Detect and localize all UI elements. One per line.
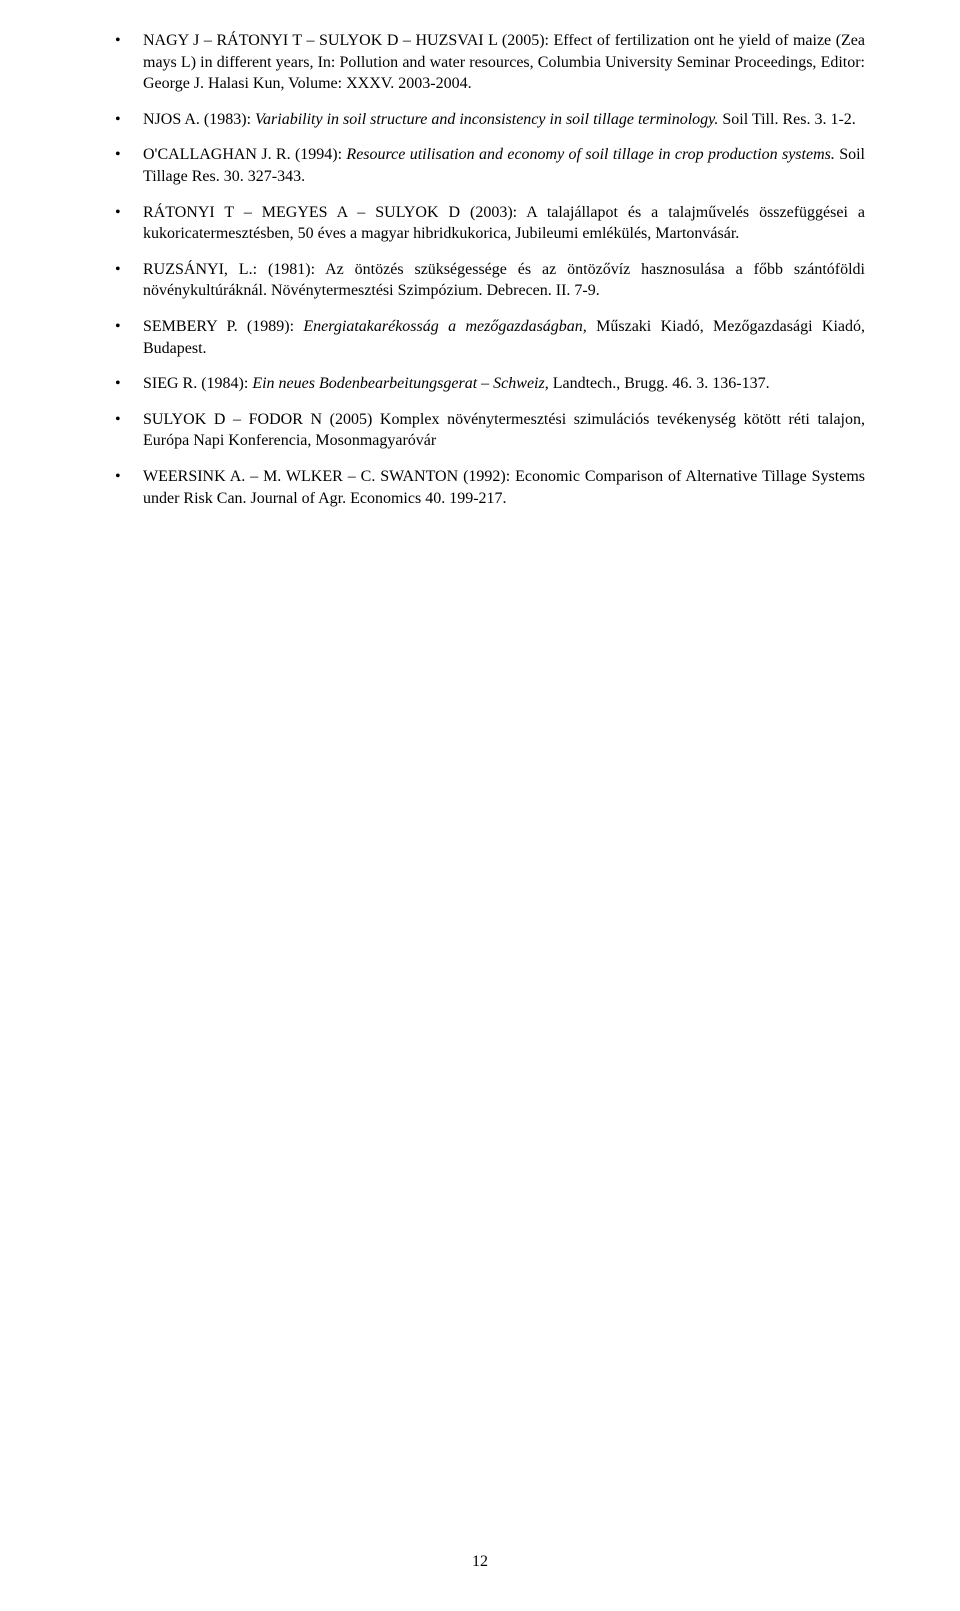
reference-item: SIEG R. (1984): Ein neues Bodenbearbeitu…	[115, 373, 865, 395]
reference-text-segment: Ein neues Bodenbearbeitungsgerat – Schwe…	[252, 375, 544, 392]
reference-text-segment: RUZSÁNYI, L.: (1981): Az öntözés szükség…	[143, 261, 865, 300]
reference-text-segment: Variability in soil structure and incons…	[255, 111, 718, 128]
reference-text-segment: SULYOK D – FODOR N (2005) Komplex növény…	[143, 411, 865, 450]
reference-text-segment: SEMBERY P. (1989):	[143, 318, 303, 335]
reference-text-segment: WEERSINK A. – M. WLKER – C. SWANTON (199…	[143, 468, 865, 507]
reference-text-segment: Resource utilisation and economy of soil…	[346, 146, 834, 163]
page-number: 12	[0, 1553, 960, 1571]
reference-text-segment: RÁTONYI T – MEGYES A – SULYOK D (2003): …	[143, 204, 865, 243]
reference-item: NJOS A. (1983): Variability in soil stru…	[115, 109, 865, 131]
reference-text-segment: NJOS A. (1983):	[143, 111, 255, 128]
reference-item: SULYOK D – FODOR N (2005) Komplex növény…	[115, 409, 865, 452]
reference-text-segment: Soil Till. Res. 3. 1-2.	[718, 111, 855, 128]
reference-item: WEERSINK A. – M. WLKER – C. SWANTON (199…	[115, 466, 865, 509]
reference-item: O'CALLAGHAN J. R. (1994): Resource utili…	[115, 144, 865, 187]
reference-item: NAGY J – RÁTONYI T – SULYOK D – HUZSVAI …	[115, 30, 865, 95]
reference-text-segment: O'CALLAGHAN J. R. (1994):	[143, 146, 346, 163]
reference-text-segment: , Landtech., Brugg. 46. 3. 136-137.	[545, 375, 770, 392]
reference-text-segment: Energiatakarékosság a mezőgazdaságban,	[303, 318, 586, 335]
reference-item: RUZSÁNYI, L.: (1981): Az öntözés szükség…	[115, 259, 865, 302]
reference-list: NAGY J – RÁTONYI T – SULYOK D – HUZSVAI …	[115, 30, 865, 509]
reference-item: SEMBERY P. (1989): Energiatakarékosság a…	[115, 316, 865, 359]
reference-text-segment: SIEG R. (1984):	[143, 375, 252, 392]
reference-text-segment: NAGY J – RÁTONYI T – SULYOK D – HUZSVAI …	[143, 32, 865, 92]
reference-item: RÁTONYI T – MEGYES A – SULYOK D (2003): …	[115, 202, 865, 245]
